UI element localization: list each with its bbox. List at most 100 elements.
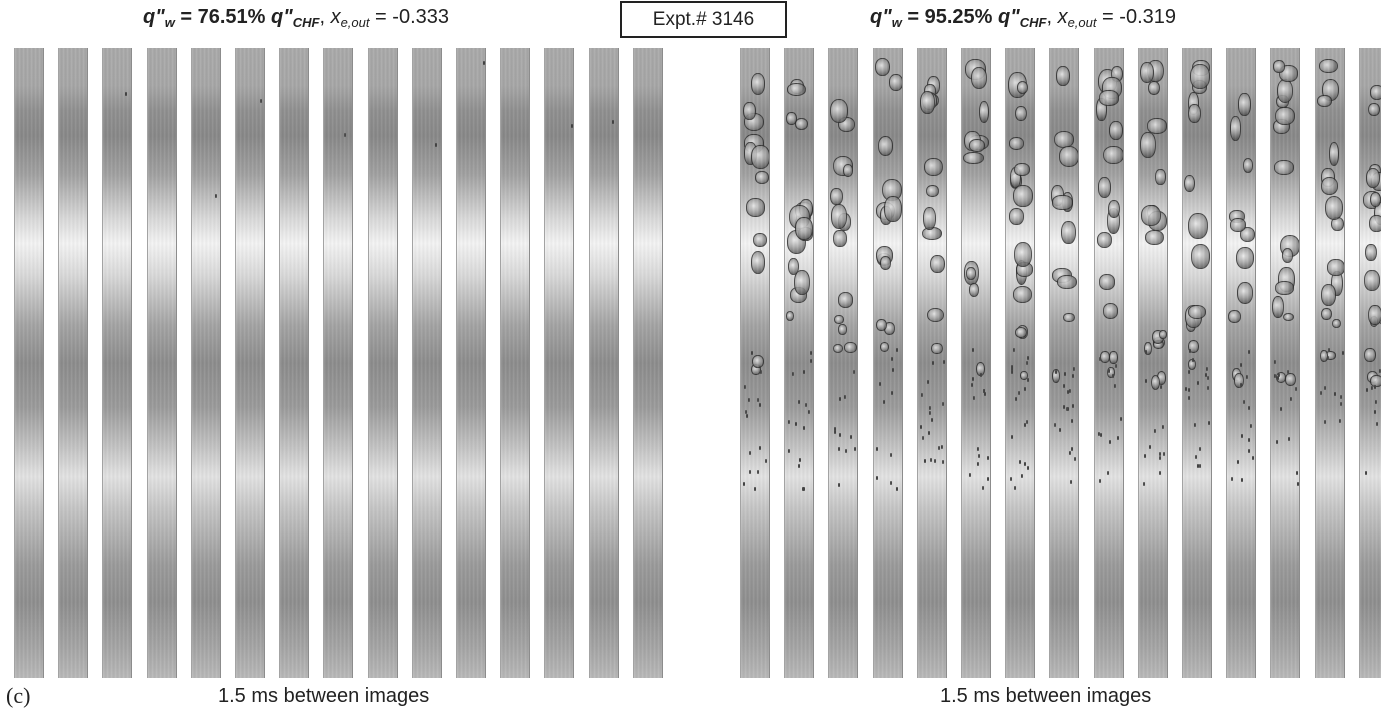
vapor-bubble — [1016, 80, 1029, 94]
vapor-bubble — [1015, 261, 1033, 277]
small-vapor-speck — [1296, 481, 1299, 486]
vapor-bubble — [1150, 375, 1161, 391]
vapor-bubble — [790, 78, 805, 94]
small-vapor-speck — [1067, 389, 1070, 394]
small-vapor-speck — [1364, 471, 1367, 475]
vapor-bubble — [838, 323, 847, 335]
vapor-bubble — [1020, 371, 1028, 381]
vapor-bubble — [837, 116, 856, 133]
small-vapor-speck — [1063, 405, 1066, 410]
small-vapor-speck — [810, 351, 813, 356]
surface-speck — [124, 92, 127, 97]
vapor-bubble — [924, 84, 936, 99]
vapor-bubble — [1370, 171, 1381, 192]
quality-value: -0.333 — [392, 6, 450, 28]
quality-subscript: e,out — [1067, 15, 1097, 30]
vapor-bubble — [968, 134, 989, 151]
vapor-bubble — [924, 94, 939, 108]
vapor-bubble — [1140, 205, 1161, 227]
frame-content — [236, 48, 264, 678]
vapor-bubble — [880, 206, 892, 225]
small-vapor-speck — [1071, 404, 1074, 409]
vapor-bubble — [1008, 208, 1024, 226]
vapor-bubble — [743, 101, 756, 120]
vapor-bubble — [1318, 58, 1338, 74]
equals-sign: = — [369, 6, 393, 28]
small-vapor-speck — [797, 464, 800, 469]
vapor-bubble — [1102, 303, 1119, 319]
small-vapor-speck — [942, 459, 945, 464]
image-frame-strip — [784, 48, 814, 678]
small-vapor-speck — [849, 434, 852, 439]
small-vapor-speck — [1143, 482, 1146, 487]
small-vapor-speck — [1290, 396, 1293, 401]
vapor-bubble — [837, 213, 851, 231]
vapor-bubble — [794, 117, 809, 131]
small-vapor-speck — [1112, 374, 1115, 379]
vapor-bubble — [1192, 60, 1210, 77]
frame-content — [545, 48, 573, 678]
vapor-bubble — [796, 210, 811, 224]
small-vapor-speck — [1163, 451, 1166, 456]
vapor-bubble — [1369, 191, 1381, 208]
small-vapor-speck — [933, 459, 936, 464]
vapor-bubble — [787, 229, 807, 254]
small-vapor-speck — [1240, 362, 1243, 367]
vapor-bubble — [1233, 373, 1244, 389]
small-vapor-speck — [1277, 372, 1280, 377]
frame-content — [103, 48, 131, 678]
small-vapor-speck — [969, 473, 972, 478]
vapor-bubble — [1317, 94, 1333, 107]
image-frame-strip — [1094, 48, 1124, 678]
small-vapor-speck — [971, 382, 974, 387]
vapor-bubble — [743, 112, 765, 131]
small-vapor-speck — [1373, 385, 1376, 390]
vapor-bubble — [1272, 296, 1285, 319]
vapor-bubble — [1368, 164, 1381, 178]
vapor-bubble — [1107, 199, 1120, 219]
vapor-bubble — [789, 204, 810, 230]
panel-label: (c) — [6, 683, 31, 708]
frame-content — [1095, 48, 1123, 678]
image-frame-strip — [1226, 48, 1256, 678]
vapor-bubble — [1274, 281, 1294, 295]
vapor-bubble — [1051, 185, 1065, 206]
small-vapor-speck — [753, 486, 756, 491]
vapor-bubble — [1325, 350, 1337, 360]
surface-speck — [570, 124, 573, 129]
small-vapor-speck — [876, 475, 879, 480]
quality-symbol: x — [1057, 6, 1068, 28]
image-frame-strip — [917, 48, 947, 678]
vapor-bubble — [1368, 304, 1381, 326]
vapor-bubble — [1052, 195, 1073, 210]
frame-content — [785, 48, 813, 678]
image-frame-strip — [633, 48, 663, 678]
small-vapor-speck — [1113, 384, 1116, 389]
small-vapor-speck — [1340, 401, 1343, 406]
vapor-bubble — [963, 152, 985, 165]
small-vapor-speck — [987, 455, 990, 460]
vapor-bubble — [751, 363, 761, 376]
small-vapor-speck — [853, 370, 856, 375]
vapor-bubble — [1320, 307, 1332, 320]
vapor-bubble — [930, 254, 946, 274]
small-vapor-speck — [1024, 422, 1027, 427]
frame-content — [741, 48, 769, 678]
small-vapor-speck — [1025, 361, 1028, 366]
frame-content — [634, 48, 662, 678]
small-vapor-speck — [791, 371, 794, 376]
vapor-bubble — [964, 59, 986, 80]
vapor-bubble — [876, 253, 892, 267]
image-frame-strip — [961, 48, 991, 678]
vapor-bubble — [1107, 367, 1115, 379]
small-vapor-speck — [930, 417, 933, 422]
small-vapor-speck — [1246, 374, 1249, 379]
vapor-bubble — [794, 216, 806, 232]
vapor-bubble — [931, 343, 943, 355]
vapor-bubble — [1230, 116, 1241, 141]
small-vapor-speck — [1054, 423, 1057, 428]
small-vapor-speck — [1194, 454, 1197, 459]
small-vapor-speck — [1011, 370, 1014, 375]
small-vapor-speck — [980, 372, 983, 377]
small-vapor-speck — [986, 477, 989, 482]
